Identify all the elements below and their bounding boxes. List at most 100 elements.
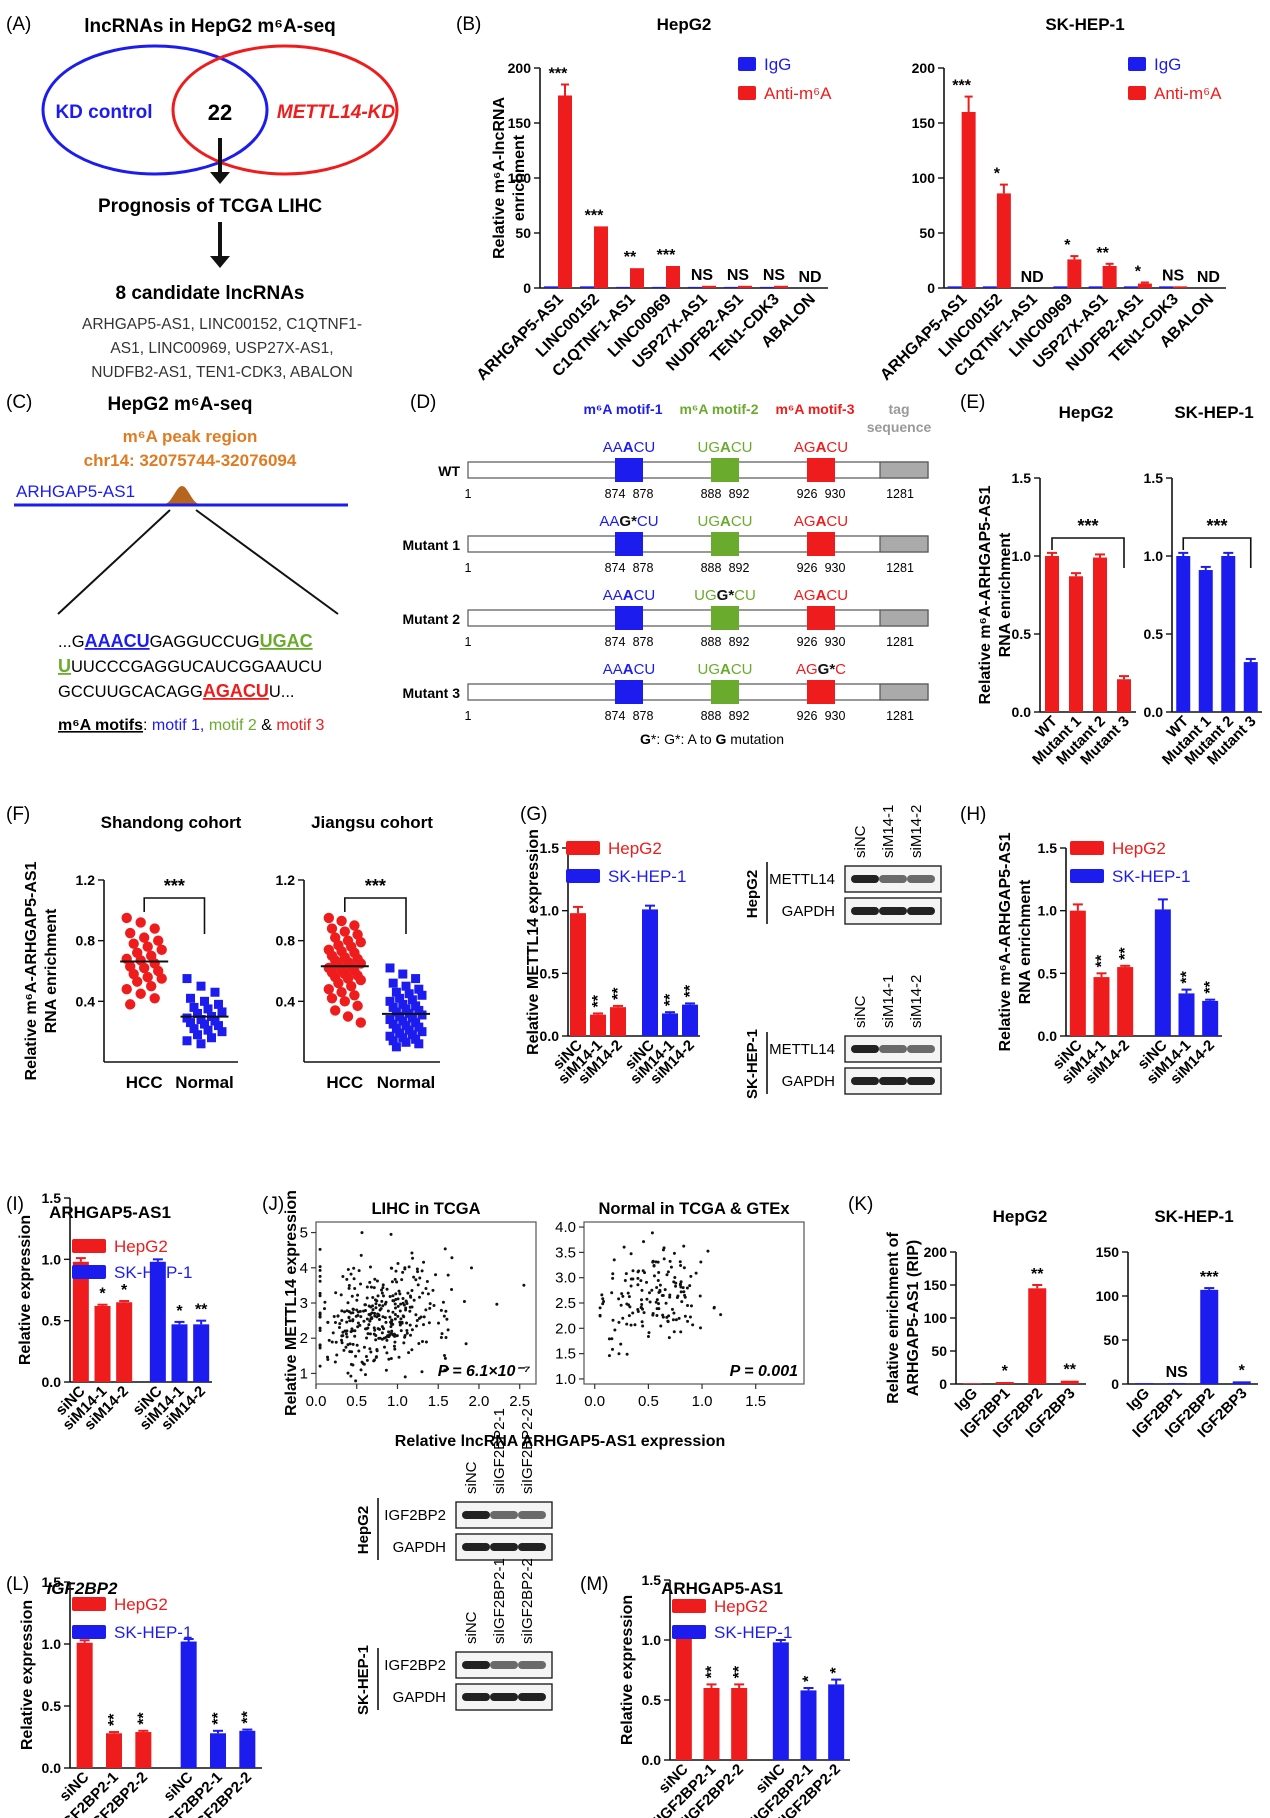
data-point <box>360 1231 364 1235</box>
y-tick-label: 200 <box>508 60 532 76</box>
data-point <box>326 923 338 934</box>
data-point <box>689 1274 693 1278</box>
data-point <box>356 1325 360 1329</box>
x-tick-label: 0.5 <box>638 1393 659 1410</box>
data-point <box>405 1329 409 1333</box>
data-point <box>333 1320 337 1324</box>
bar <box>580 286 594 288</box>
bar <box>1243 662 1258 712</box>
blot-band <box>490 1661 518 1669</box>
data-point <box>323 1300 327 1304</box>
data-point <box>386 1334 390 1338</box>
significance-bracket <box>143 897 206 934</box>
data-point <box>356 1321 360 1325</box>
bar <box>702 285 716 288</box>
y-tick-label: 0.5 <box>1038 965 1058 981</box>
data-point <box>388 1019 398 1029</box>
data-point <box>330 1340 334 1344</box>
data-point <box>679 1280 683 1284</box>
sequence-position: 888 <box>701 709 722 723</box>
chart-f2: Jiangsu cohort 0.4 0.8 1.2 HCC Normal *** <box>276 813 440 1092</box>
data-point <box>408 1323 412 1327</box>
data-point <box>381 1283 385 1287</box>
peak-region-label: m⁶A peak region <box>123 427 258 446</box>
data-point <box>347 1286 351 1290</box>
data-point <box>682 1244 686 1248</box>
legend-label: IgG <box>764 55 791 74</box>
data-point <box>345 1335 349 1339</box>
blot-band <box>907 1077 935 1085</box>
significance-label: ** <box>1179 970 1196 983</box>
y-tick-label: 0.0 <box>1038 1028 1058 1044</box>
data-point <box>401 1314 405 1318</box>
data-point <box>650 1288 654 1292</box>
y-tick-label: 1 <box>300 1365 308 1382</box>
data-point <box>422 1260 426 1264</box>
data-point <box>345 1320 349 1324</box>
data-point <box>363 1303 367 1307</box>
data-point <box>611 1318 615 1322</box>
data-point <box>443 1247 447 1251</box>
significance-label: *** <box>585 207 604 224</box>
bar <box>544 286 558 288</box>
construct-name: WT <box>438 463 460 479</box>
bar <box>1200 1289 1219 1384</box>
chart-title: HepG2 <box>1059 403 1114 422</box>
data-point <box>375 1348 379 1352</box>
legend-swatch <box>1128 86 1146 100</box>
data-point <box>356 1313 360 1317</box>
blot-band <box>490 1511 518 1519</box>
y-tick-label: 0.0 <box>642 1752 662 1768</box>
data-point <box>389 1357 393 1361</box>
data-point <box>388 1315 392 1319</box>
bar <box>1045 556 1059 712</box>
y-axis-label: Relative m⁶A-lncRNA <box>491 97 508 260</box>
data-point <box>411 1034 421 1044</box>
lane-label: siNC <box>463 1461 480 1494</box>
sequence-position: 888 <box>701 487 722 501</box>
data-point <box>346 980 357 992</box>
data-point <box>341 1275 345 1279</box>
data-point <box>149 923 160 934</box>
data-point <box>389 1232 393 1236</box>
bar <box>666 266 680 288</box>
data-point <box>368 1265 372 1269</box>
data-point <box>405 1321 409 1325</box>
data-point <box>414 1022 424 1032</box>
data-point <box>330 1005 341 1016</box>
legend-label: HepG2 <box>1112 839 1166 858</box>
data-point <box>414 1313 418 1317</box>
candidate-list-line-2: AS1, LINC00969, USP27X-AS1, <box>110 340 333 357</box>
data-point <box>625 1322 629 1326</box>
significance-label: NS <box>1162 267 1185 284</box>
data-point <box>639 1305 643 1309</box>
data-point <box>636 1307 640 1311</box>
data-point <box>446 1273 450 1277</box>
legend-swatch <box>1128 57 1146 71</box>
data-point <box>679 1330 683 1334</box>
y-axis-label: Relative expression <box>17 1215 34 1365</box>
data-point <box>657 1271 661 1275</box>
significance-label: ** <box>590 994 607 1007</box>
significance-label: NS <box>727 267 750 284</box>
data-point <box>426 1292 430 1296</box>
bar <box>1060 1380 1079 1384</box>
y-tick-label: 1.0 <box>1038 903 1058 919</box>
data-point <box>396 1304 400 1308</box>
data-point <box>610 1337 614 1341</box>
lane-label: siNC <box>852 825 869 858</box>
lane-label: siIGF2BP2-2 <box>519 1408 536 1494</box>
data-point <box>408 1305 412 1309</box>
data-point <box>385 1351 389 1355</box>
legend-label: Anti-m⁶A <box>1154 84 1222 103</box>
data-point <box>368 1332 372 1336</box>
data-point <box>422 1315 426 1319</box>
x-tick-label: 2.0 <box>469 1393 490 1410</box>
data-point <box>359 1368 363 1372</box>
data-point <box>344 1332 348 1336</box>
category-label: Normal <box>377 1073 436 1092</box>
blot-band <box>518 1661 546 1669</box>
significance-label: *** <box>365 876 386 896</box>
data-point <box>391 1333 395 1337</box>
data-point <box>408 1309 412 1313</box>
